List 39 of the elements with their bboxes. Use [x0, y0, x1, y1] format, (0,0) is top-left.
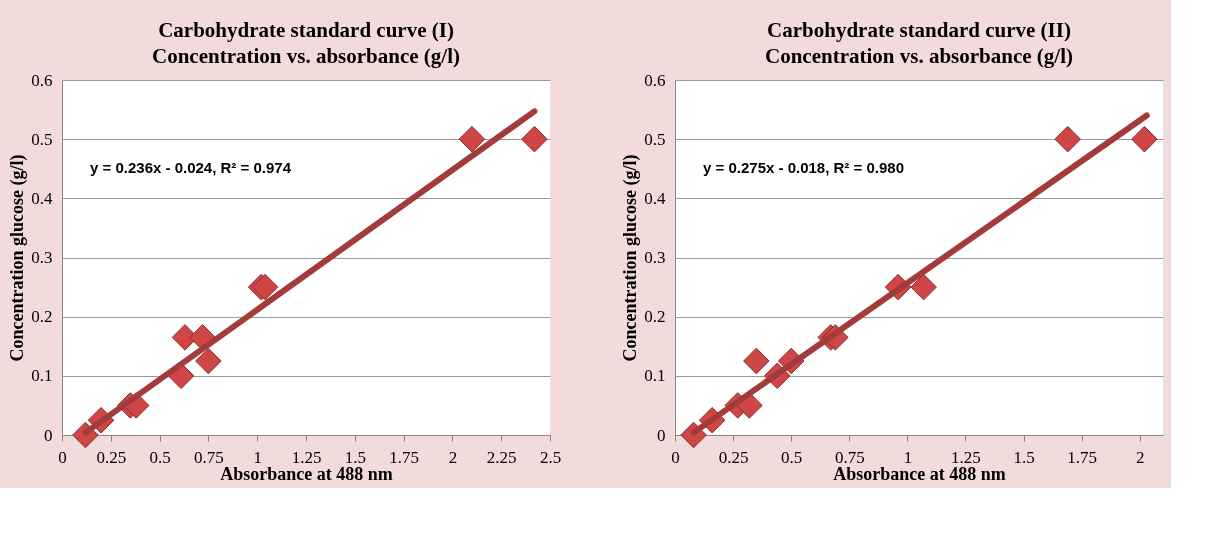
point	[195, 347, 222, 375]
annotation: y = 0.236x - 0.024, R² = 0.974	[90, 159, 292, 176]
y-tick-label: 0.5	[644, 129, 666, 149]
annotation: y = 0.275x - 0.018, R² = 0.980	[703, 159, 904, 176]
point	[1054, 125, 1081, 153]
y-tick-label: 0.2	[31, 307, 53, 327]
point	[1131, 125, 1158, 153]
y-tick-label: 0.3	[644, 248, 666, 267]
y-tick-label: 0.2	[644, 307, 666, 327]
y-tick-label: 0.6	[644, 70, 666, 90]
y-tick-label: 0.1	[644, 366, 666, 386]
x-tick-label: 1.5	[1013, 447, 1035, 467]
y-tick-label: 0	[657, 425, 666, 445]
point	[521, 125, 548, 153]
y-axis-title: Concentration glucose (g/l)	[620, 154, 642, 362]
y-tick-label: 0.4	[644, 188, 666, 208]
x-tick-label: 0.5	[149, 447, 171, 467]
x-tick-label: 0	[58, 447, 67, 467]
point	[910, 273, 937, 301]
y-tick-label: 0.4	[31, 188, 53, 208]
y-tick-label: 0.6	[31, 70, 53, 90]
x-tick-label: 0	[671, 447, 680, 467]
x-tick-label: 2	[1136, 447, 1145, 467]
x-tick-label: 2.5	[539, 447, 562, 467]
x-tick-label: 0.5	[781, 447, 803, 467]
y-tick-label: 0.5	[31, 129, 53, 149]
point	[458, 125, 486, 153]
chart-title: Carbohydrate standard curve (I) Concentration vs. absorbance (g/l)	[152, 18, 460, 68]
y-axis-title: Concentration glucose (g/l)	[7, 154, 29, 362]
chart-title: Carbohydrate standard curve (II) Concentration vs. absorbance (g/l)	[765, 18, 1073, 68]
x-tick-label: 2.25	[486, 447, 517, 467]
point	[743, 347, 770, 375]
x-tick-label: 0.25	[96, 447, 127, 467]
x-tick-label: 2	[448, 447, 458, 467]
y-tick-label: 0.3	[31, 248, 53, 267]
y-tick-label: 0.1	[31, 366, 53, 386]
x-tick-label: 1.75	[1067, 447, 1098, 467]
y-tick-label: 0	[44, 425, 53, 445]
x-tick-label: 0.25	[718, 447, 749, 467]
